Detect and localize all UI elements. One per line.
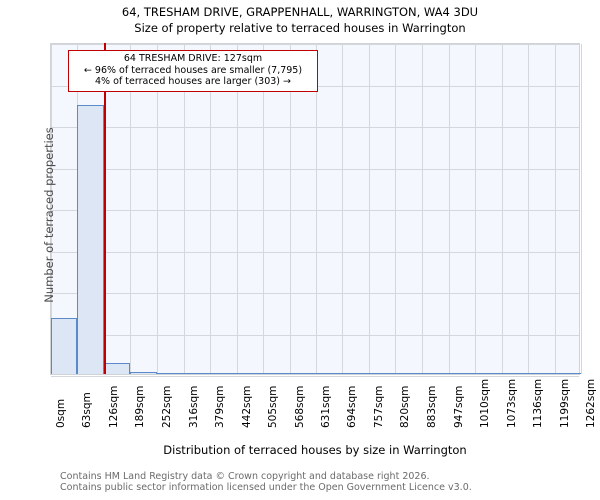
grid-line-vertical (448, 44, 450, 374)
grid-line-vertical (501, 44, 503, 374)
grid-line-horizontal (51, 293, 579, 294)
histogram-bar (421, 373, 449, 374)
x-axis-tick-label: 1262sqm (585, 378, 597, 428)
histogram-bar (395, 373, 422, 374)
x-axis-tick-label: 1073sqm (505, 378, 518, 428)
grid-line-vertical (421, 44, 423, 374)
x-axis-tick-label: 316sqm (187, 385, 200, 428)
property-marker-line (104, 43, 107, 374)
x-axis-tick-label: 1010sqm (479, 378, 492, 428)
grid-line-vertical (130, 44, 132, 374)
grid-line-horizontal (51, 210, 579, 211)
grid-line-vertical (236, 44, 238, 374)
histogram-bar (51, 317, 78, 374)
grid-line-vertical (156, 44, 158, 374)
histogram-bar (368, 373, 396, 374)
x-axis-tick-label: 1136sqm (532, 378, 545, 428)
histogram-bar (103, 363, 131, 374)
grid-line-vertical (210, 44, 212, 374)
histogram-bar (210, 373, 237, 374)
histogram-bar (289, 373, 316, 374)
x-axis-tick-label: 126sqm (107, 385, 120, 428)
grid-line-vertical (183, 44, 185, 374)
x-axis-tick-label: 189sqm (134, 385, 147, 428)
grid-line-vertical (342, 44, 344, 374)
histogram-bar (236, 373, 264, 374)
x-axis-tick-label: 0sqm (55, 398, 67, 428)
property-annotation-box: 64 TRESHAM DRIVE: 127sqm ← 96% of terrac… (68, 50, 318, 92)
page-title: 64, TRESHAM DRIVE, GRAPPENHALL, WARRINGT… (121, 5, 479, 19)
grid-line-vertical (554, 44, 556, 374)
footer-attribution: Contains HM Land Registry data © Crown c… (60, 471, 580, 493)
x-axis-tick-label: 252sqm (160, 385, 173, 428)
footer-line-2: Contains public sector information licen… (60, 482, 472, 493)
footer-line-1: Contains HM Land Registry data © Crown c… (60, 471, 430, 482)
chart-title-block: 64, TRESHAM DRIVE, GRAPPENHALL, WARRINGT… (0, 4, 600, 36)
histogram-bar (130, 372, 157, 374)
histogram-bar (448, 373, 476, 374)
grid-line-vertical (51, 44, 52, 374)
grid-line-vertical (289, 44, 291, 374)
histogram-bar (501, 373, 529, 374)
grid-line-horizontal (51, 376, 579, 377)
grid-line-vertical (395, 44, 397, 374)
histogram-bar (77, 105, 104, 374)
grid-line-vertical (581, 44, 582, 374)
x-axis-label: Distribution of terraced houses by size … (163, 443, 467, 457)
grid-line-horizontal (51, 251, 579, 253)
x-axis-tick-label: 883sqm (425, 385, 438, 428)
histogram-bar (316, 373, 343, 374)
histogram-bar (183, 373, 211, 374)
x-axis-tick-label: 568sqm (293, 385, 306, 428)
x-axis-tick-label: 63sqm (81, 392, 94, 428)
chart-plot-area: 010002000300040005000600070008000 Number… (42, 43, 597, 428)
x-axis-tick-label: 1199sqm (558, 378, 571, 428)
x-axis-tick-label: 694sqm (346, 385, 359, 428)
annotation-line-larger: 4% of terraced houses are larger (303) → (95, 76, 291, 87)
histogram-bar (528, 373, 555, 374)
grid-line-horizontal (51, 44, 579, 45)
grid-line-vertical (528, 44, 530, 374)
annotation-line-title: 64 TRESHAM DRIVE: 127sqm (123, 53, 263, 64)
grid-line-vertical (316, 44, 317, 374)
chart-subtitle: Size of property relative to terraced ho… (134, 21, 466, 35)
x-axis-tick-label: 631sqm (320, 385, 332, 428)
x-axis-tick-label: 947sqm (452, 385, 465, 428)
histogram-bar (554, 373, 581, 374)
grid-line-horizontal (51, 168, 579, 170)
grid-line-horizontal (51, 127, 579, 128)
grid-line-horizontal (51, 334, 579, 336)
annotation-line-smaller: ← 96% of terraced houses are smaller (7,… (83, 64, 303, 76)
y-axis-label: Number of terraced properties (42, 127, 56, 303)
grid-line-vertical (475, 44, 477, 374)
grid-line-vertical (368, 44, 370, 374)
x-axis-tick-label: 442sqm (240, 385, 253, 428)
x-axis-tick-label: 820sqm (399, 385, 412, 428)
grid-line-vertical (263, 44, 265, 374)
x-axis-tick-label: 505sqm (267, 385, 280, 428)
x-axis-tick-label: 757sqm (372, 385, 385, 428)
histogram-bar (263, 373, 290, 374)
histogram-bar (342, 373, 369, 374)
histogram-bar (475, 373, 502, 374)
x-axis-tick-label: 379sqm (214, 385, 227, 428)
histogram-bar (156, 373, 184, 374)
